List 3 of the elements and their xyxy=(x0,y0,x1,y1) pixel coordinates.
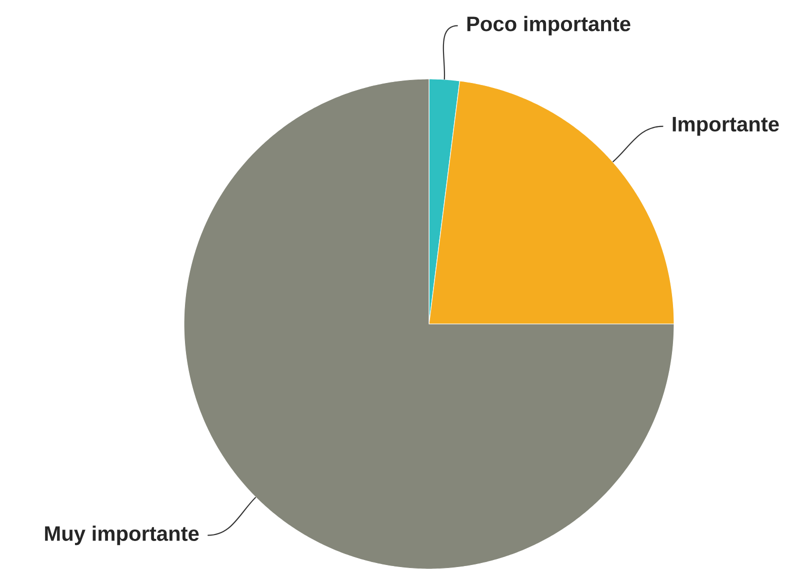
slice-label: Muy importante xyxy=(45,526,199,546)
slice-label: Importante xyxy=(672,116,779,136)
slice-label: Poco importante xyxy=(467,16,630,36)
